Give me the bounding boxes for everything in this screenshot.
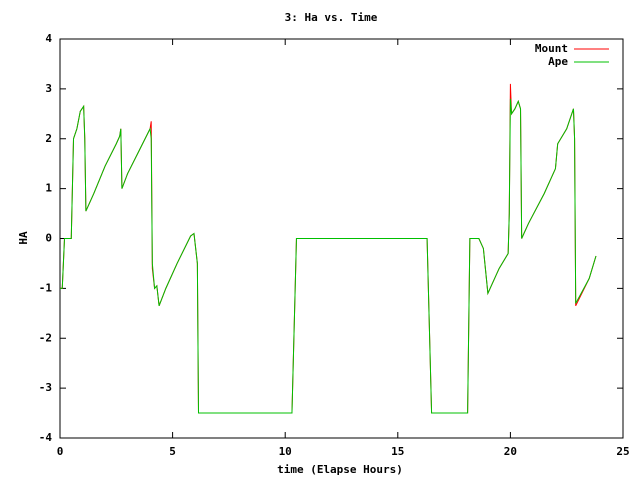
y-tick-label: 0 <box>45 232 52 245</box>
y-tick-label: 4 <box>45 32 52 45</box>
y-tick-label: 2 <box>45 132 52 145</box>
x-tick-label: 10 <box>279 445 292 458</box>
y-tick-label: 1 <box>45 182 52 195</box>
x-axis-label: time (Elapse Hours) <box>277 463 403 476</box>
x-tick-label: 25 <box>616 445 629 458</box>
y-tick-label: -3 <box>39 381 52 394</box>
chart-title: 3: Ha vs. Time <box>285 11 378 24</box>
y-axis-label: HA <box>17 231 30 245</box>
series-line <box>60 98 597 414</box>
y-tick-label: 3 <box>45 82 52 95</box>
y-tick-label: -2 <box>39 331 52 344</box>
x-tick-label: 5 <box>169 445 176 458</box>
x-tick-label: 15 <box>391 445 404 458</box>
legend-label: Mount <box>535 42 568 55</box>
x-tick-label: 0 <box>57 445 64 458</box>
x-tick-label: 20 <box>504 445 517 458</box>
legend-label: Ape <box>548 55 568 68</box>
y-tick-label: -4 <box>39 431 53 444</box>
series-line <box>60 83 597 414</box>
y-tick-label: -1 <box>39 281 53 294</box>
